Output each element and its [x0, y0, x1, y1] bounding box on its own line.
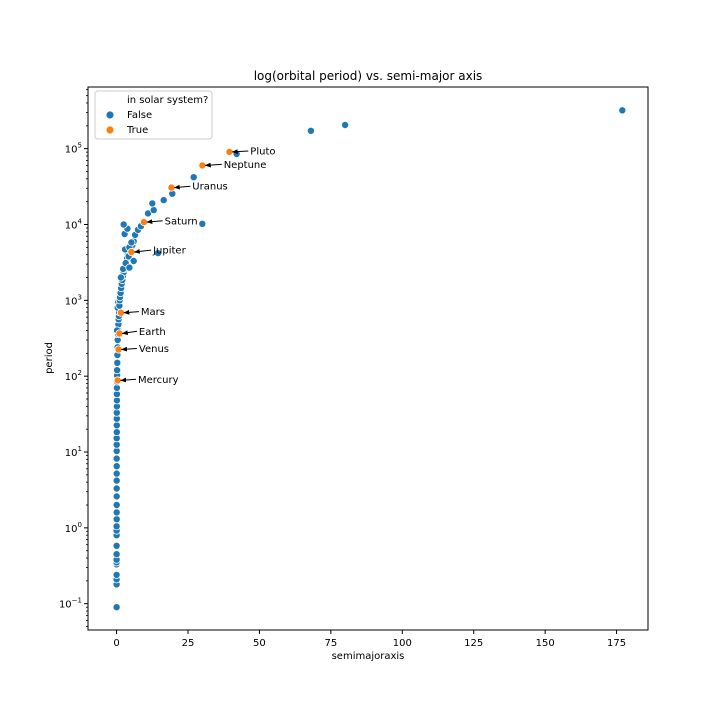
data-point [189, 173, 198, 182]
legend-marker-true [105, 125, 115, 135]
x-tick-label: 175 [607, 638, 626, 649]
data-point [225, 147, 234, 156]
annotation-arrow [146, 219, 163, 225]
data-point [112, 522, 121, 531]
y-tick-label: 104 [65, 217, 83, 231]
data-point [112, 428, 121, 437]
legend-box [94, 90, 213, 140]
data-point [112, 484, 121, 493]
annotation-label: Mercury [138, 375, 179, 386]
annotation-arrow [120, 377, 137, 383]
data-point [112, 603, 121, 612]
plot-frame [87, 86, 649, 631]
legend-marker-false [105, 110, 115, 120]
y-tick-label: 103 [65, 293, 82, 307]
data-point [116, 308, 125, 317]
data-point [116, 273, 125, 282]
legend-title: in solar system? [127, 95, 208, 106]
annotation-label: Earth [139, 327, 166, 338]
annotation-label: Mars [141, 307, 165, 318]
annotation-arrow [121, 346, 137, 352]
legend: in solar system? False True [94, 90, 213, 140]
y-tick-label: 10−1 [59, 597, 82, 611]
legend-label-true: True [126, 125, 148, 136]
data-point [113, 376, 122, 385]
data-point [112, 421, 121, 430]
annotation-label: Jupiter [152, 246, 186, 257]
x-axis-label: semimajoraxis [332, 651, 405, 662]
y-tick-label: 101 [65, 445, 82, 459]
data-point [112, 570, 121, 579]
annotation-label: Saturn [165, 216, 198, 227]
annotation-label: Neptune [224, 160, 267, 171]
annotation-arrow [173, 184, 191, 190]
data-point [115, 329, 124, 338]
x-tick-label: 150 [536, 638, 555, 649]
annotation-arrow [133, 249, 152, 254]
y-tick-label: 100 [65, 521, 82, 535]
x-axis: 0 25 50 75 100 125 150 175 [113, 630, 626, 649]
data-point [618, 106, 627, 115]
annotation-arrow [121, 330, 137, 336]
data-point [114, 345, 123, 354]
data-point [112, 508, 121, 517]
data-point [129, 256, 138, 265]
data-point [112, 541, 121, 550]
data-point [159, 196, 168, 205]
data-point [198, 161, 207, 170]
data-point [112, 476, 121, 485]
data-point [112, 469, 121, 478]
data-point [127, 238, 136, 247]
data-point [112, 462, 121, 471]
x-tick-label: 50 [253, 638, 266, 649]
x-tick-label: 75 [324, 638, 337, 649]
annotations-layer: Mercury Venus Earth Mars Jupiter Saturn Uranus… [120, 147, 275, 386]
data-point [167, 183, 176, 192]
x-tick-label: 25 [182, 638, 195, 649]
annotation-label: Pluto [250, 147, 275, 158]
x-tick-label: 0 [113, 638, 119, 649]
legend-label-false: False [127, 110, 152, 121]
y-axis: 10−1 100 101 102 103 104 105 [59, 89, 88, 627]
data-point [125, 263, 134, 272]
chart-title: log(orbital period) vs. semi-major axis [254, 69, 483, 83]
data-point [112, 515, 121, 524]
data-point [127, 247, 136, 256]
annotation-arrow [231, 149, 249, 154]
y-axis-label: period [44, 342, 55, 374]
data-point [112, 550, 121, 559]
annotation-label: Venus [139, 344, 169, 355]
data-point [153, 249, 162, 258]
annotation-label: Uranus [192, 182, 227, 193]
data-point [112, 454, 121, 463]
data-point [113, 366, 122, 375]
data-point [341, 121, 350, 130]
y-tick-label: 105 [65, 142, 82, 156]
data-point [119, 220, 128, 229]
data-point [113, 358, 122, 367]
data-point [139, 218, 148, 227]
annotation-arrow [204, 162, 222, 168]
data-point [112, 492, 121, 501]
data-point [149, 206, 158, 215]
data-point [198, 219, 207, 228]
annotation-arrow [123, 309, 139, 315]
y-tick-label: 102 [65, 369, 82, 383]
data-point [306, 126, 315, 135]
data-point [148, 199, 157, 208]
x-tick-label: 125 [464, 638, 483, 649]
points-layer [112, 106, 627, 612]
data-point [112, 500, 121, 509]
x-tick-label: 100 [393, 638, 412, 649]
